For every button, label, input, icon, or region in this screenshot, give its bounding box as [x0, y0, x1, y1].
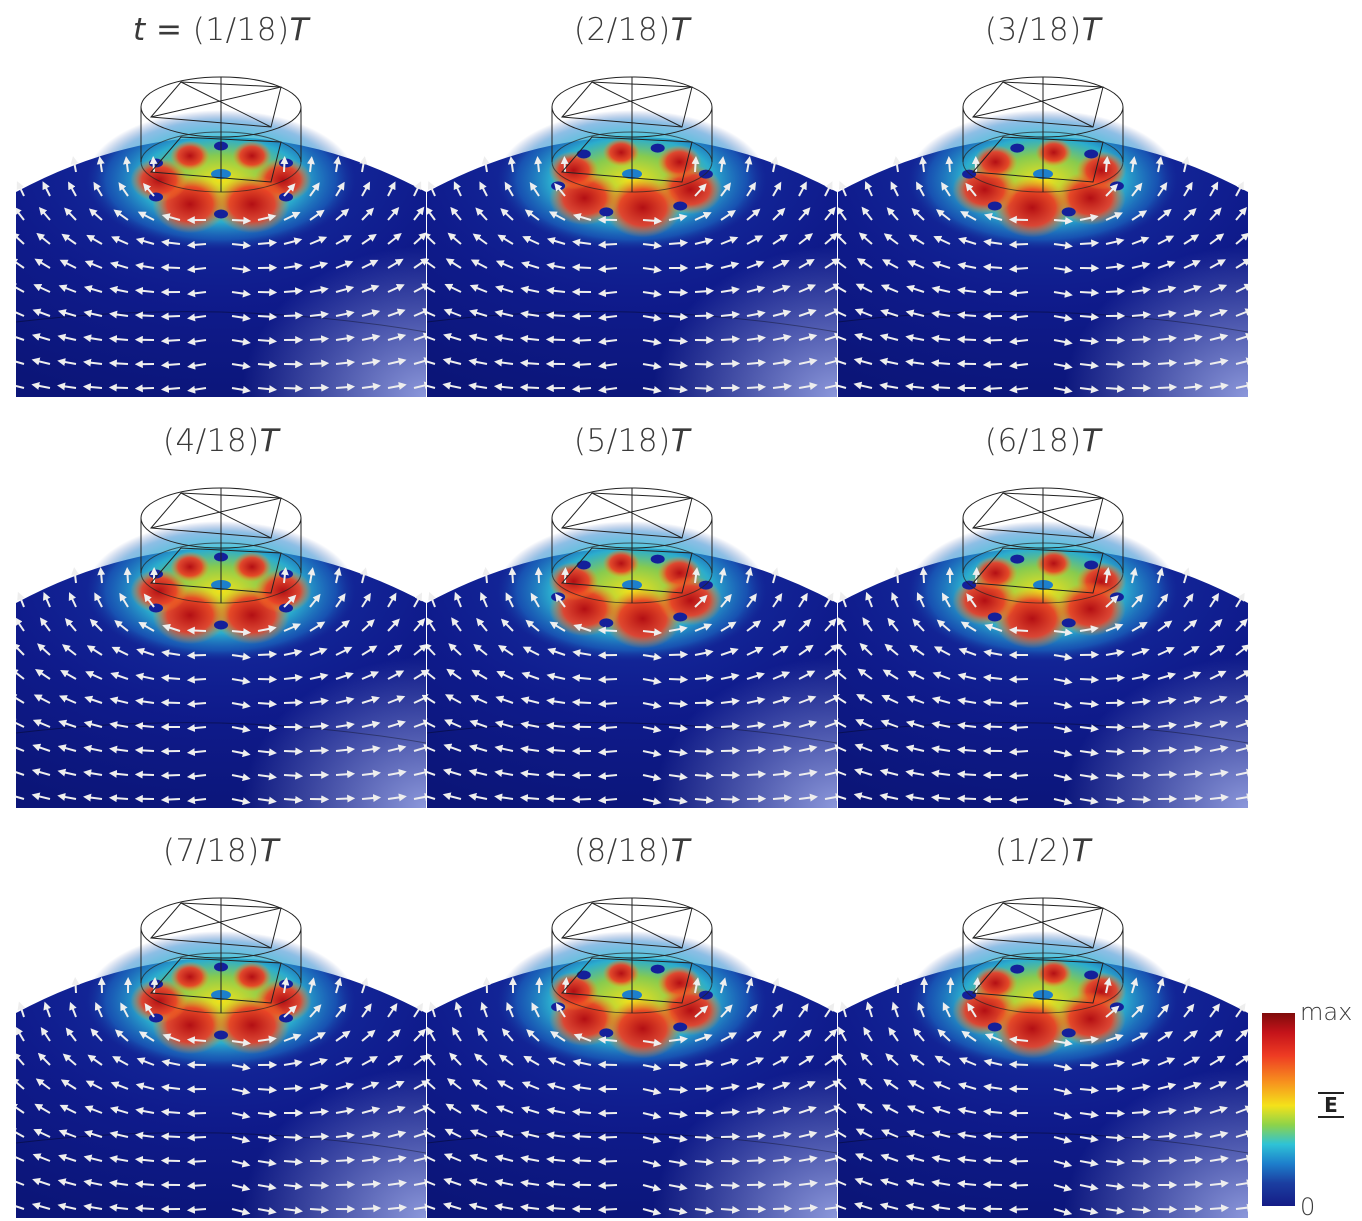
panel-time-label: t = (1/18)T	[16, 12, 426, 48]
field-plot-panel	[427, 473, 837, 808]
field-plot-panel	[16, 473, 426, 808]
panel-time-label: (3/18)T	[838, 12, 1248, 48]
field-plot-panel	[16, 883, 426, 1218]
panel-time-label: (1/2)T	[838, 833, 1248, 869]
colorbar	[1262, 1013, 1295, 1206]
panel-time-label: (6/18)T	[838, 423, 1248, 459]
field-plot-panel	[838, 62, 1248, 397]
colorbar-quantity-symbol: E	[1318, 1092, 1344, 1118]
field-plot-panel	[16, 62, 426, 397]
colorbar-max-label: max	[1300, 998, 1352, 1026]
field-plot-panel	[427, 883, 837, 1218]
field-plot-panel	[838, 883, 1248, 1218]
field-plot-panel	[427, 62, 837, 397]
field-plot-panel	[838, 473, 1248, 808]
panel-time-label: (8/18)T	[427, 833, 837, 869]
panel-time-label: (4/18)T	[16, 423, 426, 459]
colorbar-min-label: 0	[1300, 1193, 1315, 1221]
panel-time-label: (5/18)T	[427, 423, 837, 459]
panel-time-label: (2/18)T	[427, 12, 837, 48]
panel-time-label: (7/18)T	[16, 833, 426, 869]
